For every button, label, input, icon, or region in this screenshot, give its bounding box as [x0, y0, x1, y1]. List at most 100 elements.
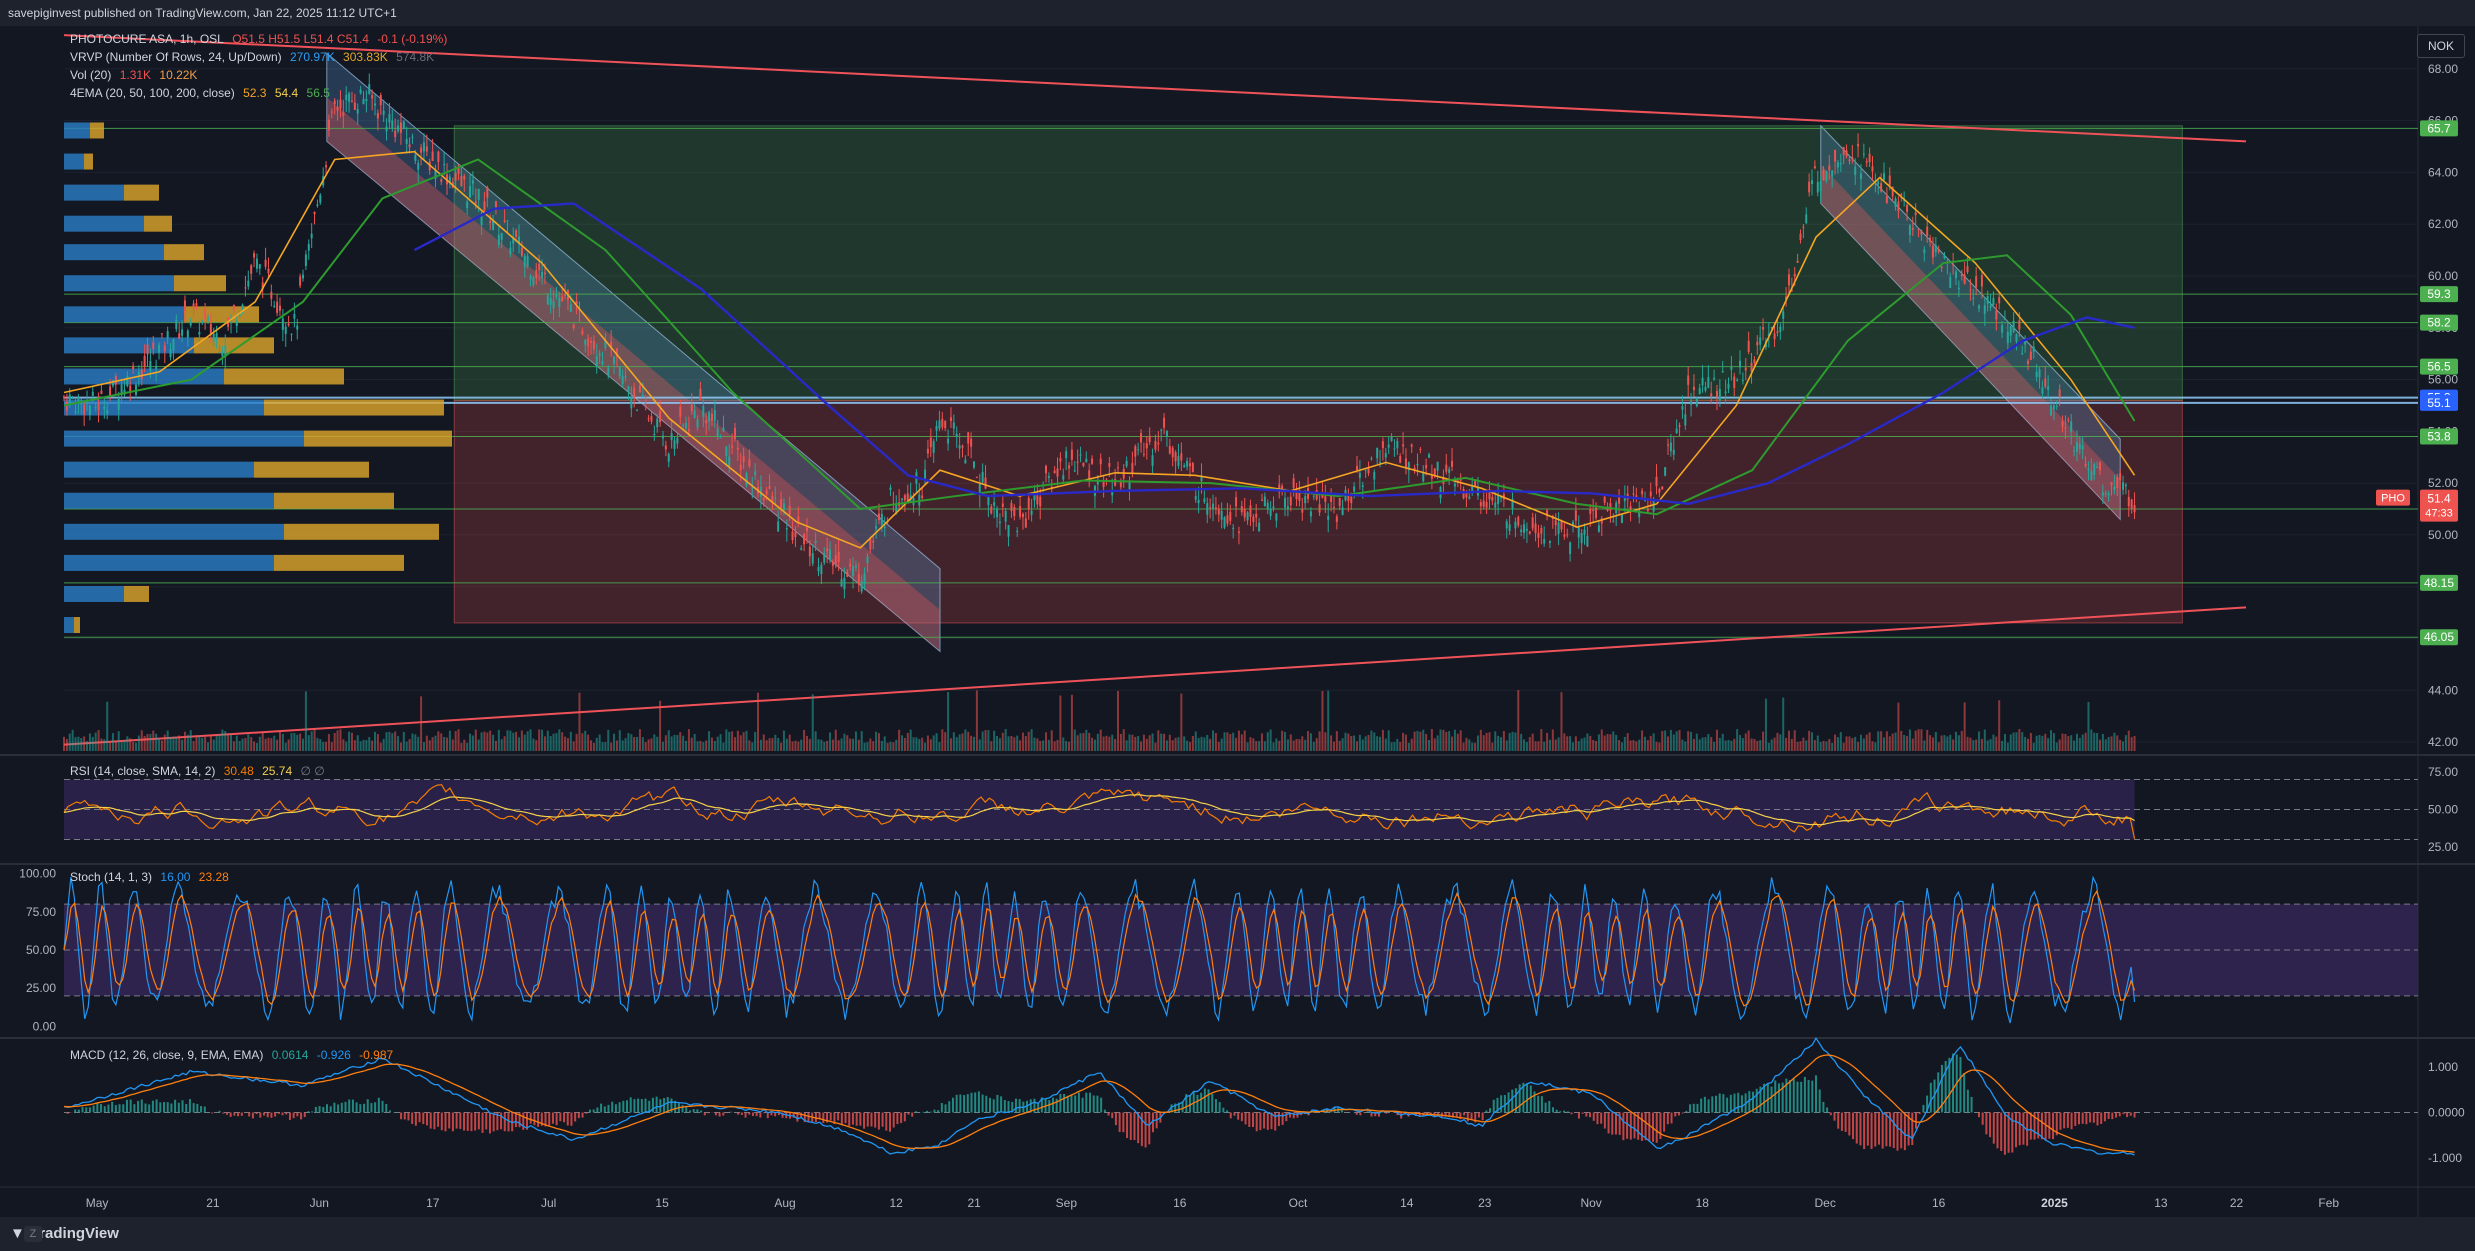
candle-body: [477, 189, 480, 200]
volume-bar: [762, 734, 765, 751]
volume-bar: [641, 737, 644, 751]
candle-body: [155, 365, 158, 369]
volume-bar: [682, 735, 685, 751]
currency-button[interactable]: NOK: [2417, 34, 2465, 58]
macd-legend[interactable]: MACD (12, 26, close, 9, EMA, EMA) 0.0614…: [70, 1048, 398, 1062]
candle-body: [1828, 165, 1831, 171]
chart-area[interactable]: 42.0044.0046.0048.0050.0052.0054.0056.00…: [0, 26, 2475, 1217]
volume-bar: [1839, 732, 1842, 751]
candle-body: [1030, 510, 1033, 515]
vol-label: Vol (20): [70, 68, 112, 82]
candle-body: [1047, 476, 1050, 478]
volume-bar: [480, 732, 483, 751]
candle-body: [1220, 511, 1223, 520]
profit-zone: [453, 125, 2183, 401]
volume-bar: [1013, 737, 1016, 751]
candle-body: [2012, 320, 2015, 332]
candle-body: [952, 422, 955, 429]
volume-bar: [1805, 740, 1808, 751]
rsi-legend[interactable]: RSI (14, close, SMA, 14, 2) 30.48 25.74 …: [70, 764, 330, 778]
candle-body: [215, 333, 218, 340]
volume-bar: [362, 739, 365, 751]
volume-bar: [2110, 736, 2113, 751]
vrvp-down-bar: [74, 617, 80, 634]
volume-bar: [1298, 739, 1301, 751]
volume-bar: [428, 740, 431, 751]
macd-histogram-bar: [1207, 1089, 1210, 1113]
volume-bar: [938, 742, 941, 751]
macd-histogram-bar: [2029, 1112, 2032, 1140]
volume-bar: [1776, 732, 1779, 751]
candle-body: [1367, 468, 1370, 474]
candle-body: [304, 254, 307, 267]
volume-bar: [1010, 735, 1013, 751]
vrvp-down-bar: [284, 523, 439, 540]
x-tick-label: 21: [206, 1196, 220, 1210]
volume-bar: [1554, 739, 1557, 751]
macd-histogram-bar: [1589, 1112, 1592, 1118]
zoom-icon[interactable]: Z: [24, 1226, 42, 1242]
candle-body: [325, 165, 328, 168]
candle-body: [1943, 255, 1946, 259]
vrvp-down: 303.83K: [343, 50, 388, 64]
vol-legend[interactable]: Vol (20) 1.31K 10.22K: [70, 68, 202, 82]
candle-body: [336, 106, 339, 111]
ema-legend[interactable]: 4EMA (20, 50, 100, 200, close) 52.3 54.4…: [70, 86, 335, 100]
symbol-legend[interactable]: PHOTOCURE ASA, 1h, OSL O51.5 H51.5 L51.4…: [70, 32, 452, 46]
candle-body: [1471, 486, 1474, 491]
volume-bar: [1908, 729, 1911, 751]
volume-bar: [463, 739, 466, 751]
volume-bar: [1474, 742, 1477, 751]
candle-body: [1523, 524, 1526, 533]
macd-histogram-bar: [1229, 1112, 1232, 1119]
volume-bar: [1088, 732, 1091, 751]
macd-histogram-bar: [251, 1112, 254, 1119]
macd-histogram-bar: [1963, 1073, 1966, 1113]
volume-bar: [889, 741, 892, 751]
volume-bar: [1079, 733, 1082, 751]
candle-body: [1223, 517, 1226, 528]
volume-bar: [2001, 740, 2004, 751]
volume-bar: [1272, 742, 1275, 751]
vrvp-legend[interactable]: VRVP (Number Of Rows, 24, Up/Down) 270.9…: [70, 50, 439, 64]
volume-bar: [1246, 742, 1249, 751]
volume-bar: [1370, 730, 1373, 751]
volume-bar: [1096, 733, 1099, 751]
candle-body: [866, 556, 869, 563]
volume-bar: [601, 742, 604, 751]
candle-body: [129, 385, 132, 392]
macd-histogram-bar: [1237, 1112, 1240, 1120]
volume-bar: [189, 730, 192, 751]
volume-bar: [1635, 741, 1638, 751]
candle-body: [399, 122, 402, 133]
volume-bar: [83, 736, 86, 751]
macd-histogram-bar: [648, 1100, 651, 1113]
volume-bar: [1347, 733, 1350, 751]
volume-bar: [572, 741, 575, 751]
volume-bar: [1116, 690, 1119, 751]
macd-histogram-bar: [66, 1112, 69, 1114]
volume-bar: [785, 738, 788, 751]
stoch-legend[interactable]: Stoch (14, 1, 3) 16.00 23.28: [70, 870, 234, 884]
candle-body: [244, 287, 247, 289]
tradingview-logo[interactable]: ▼ TradingView: [10, 1217, 119, 1251]
candle-body: [2003, 318, 2006, 320]
macd-histogram-bar: [829, 1112, 832, 1121]
volume-bar: [2038, 734, 2041, 751]
candle-body: [267, 268, 270, 274]
candle-body: [1021, 513, 1024, 518]
volume-bar: [929, 739, 932, 751]
candle-body: [1733, 376, 1736, 388]
vrvp-down-bar: [254, 461, 369, 478]
macd-histogram-bar: [1018, 1099, 1021, 1113]
volume-bar: [636, 736, 639, 751]
candle-body: [1053, 470, 1056, 474]
price-level-label: 53.8: [2427, 430, 2451, 444]
candle-body: [1370, 458, 1373, 460]
macd-histogram-bar: [1092, 1095, 1095, 1113]
volume-bar: [733, 737, 736, 751]
candle-body: [186, 330, 189, 338]
macd-histogram-bar: [592, 1109, 595, 1113]
ema20-line: [63, 150, 2136, 549]
candle-body: [74, 411, 77, 413]
